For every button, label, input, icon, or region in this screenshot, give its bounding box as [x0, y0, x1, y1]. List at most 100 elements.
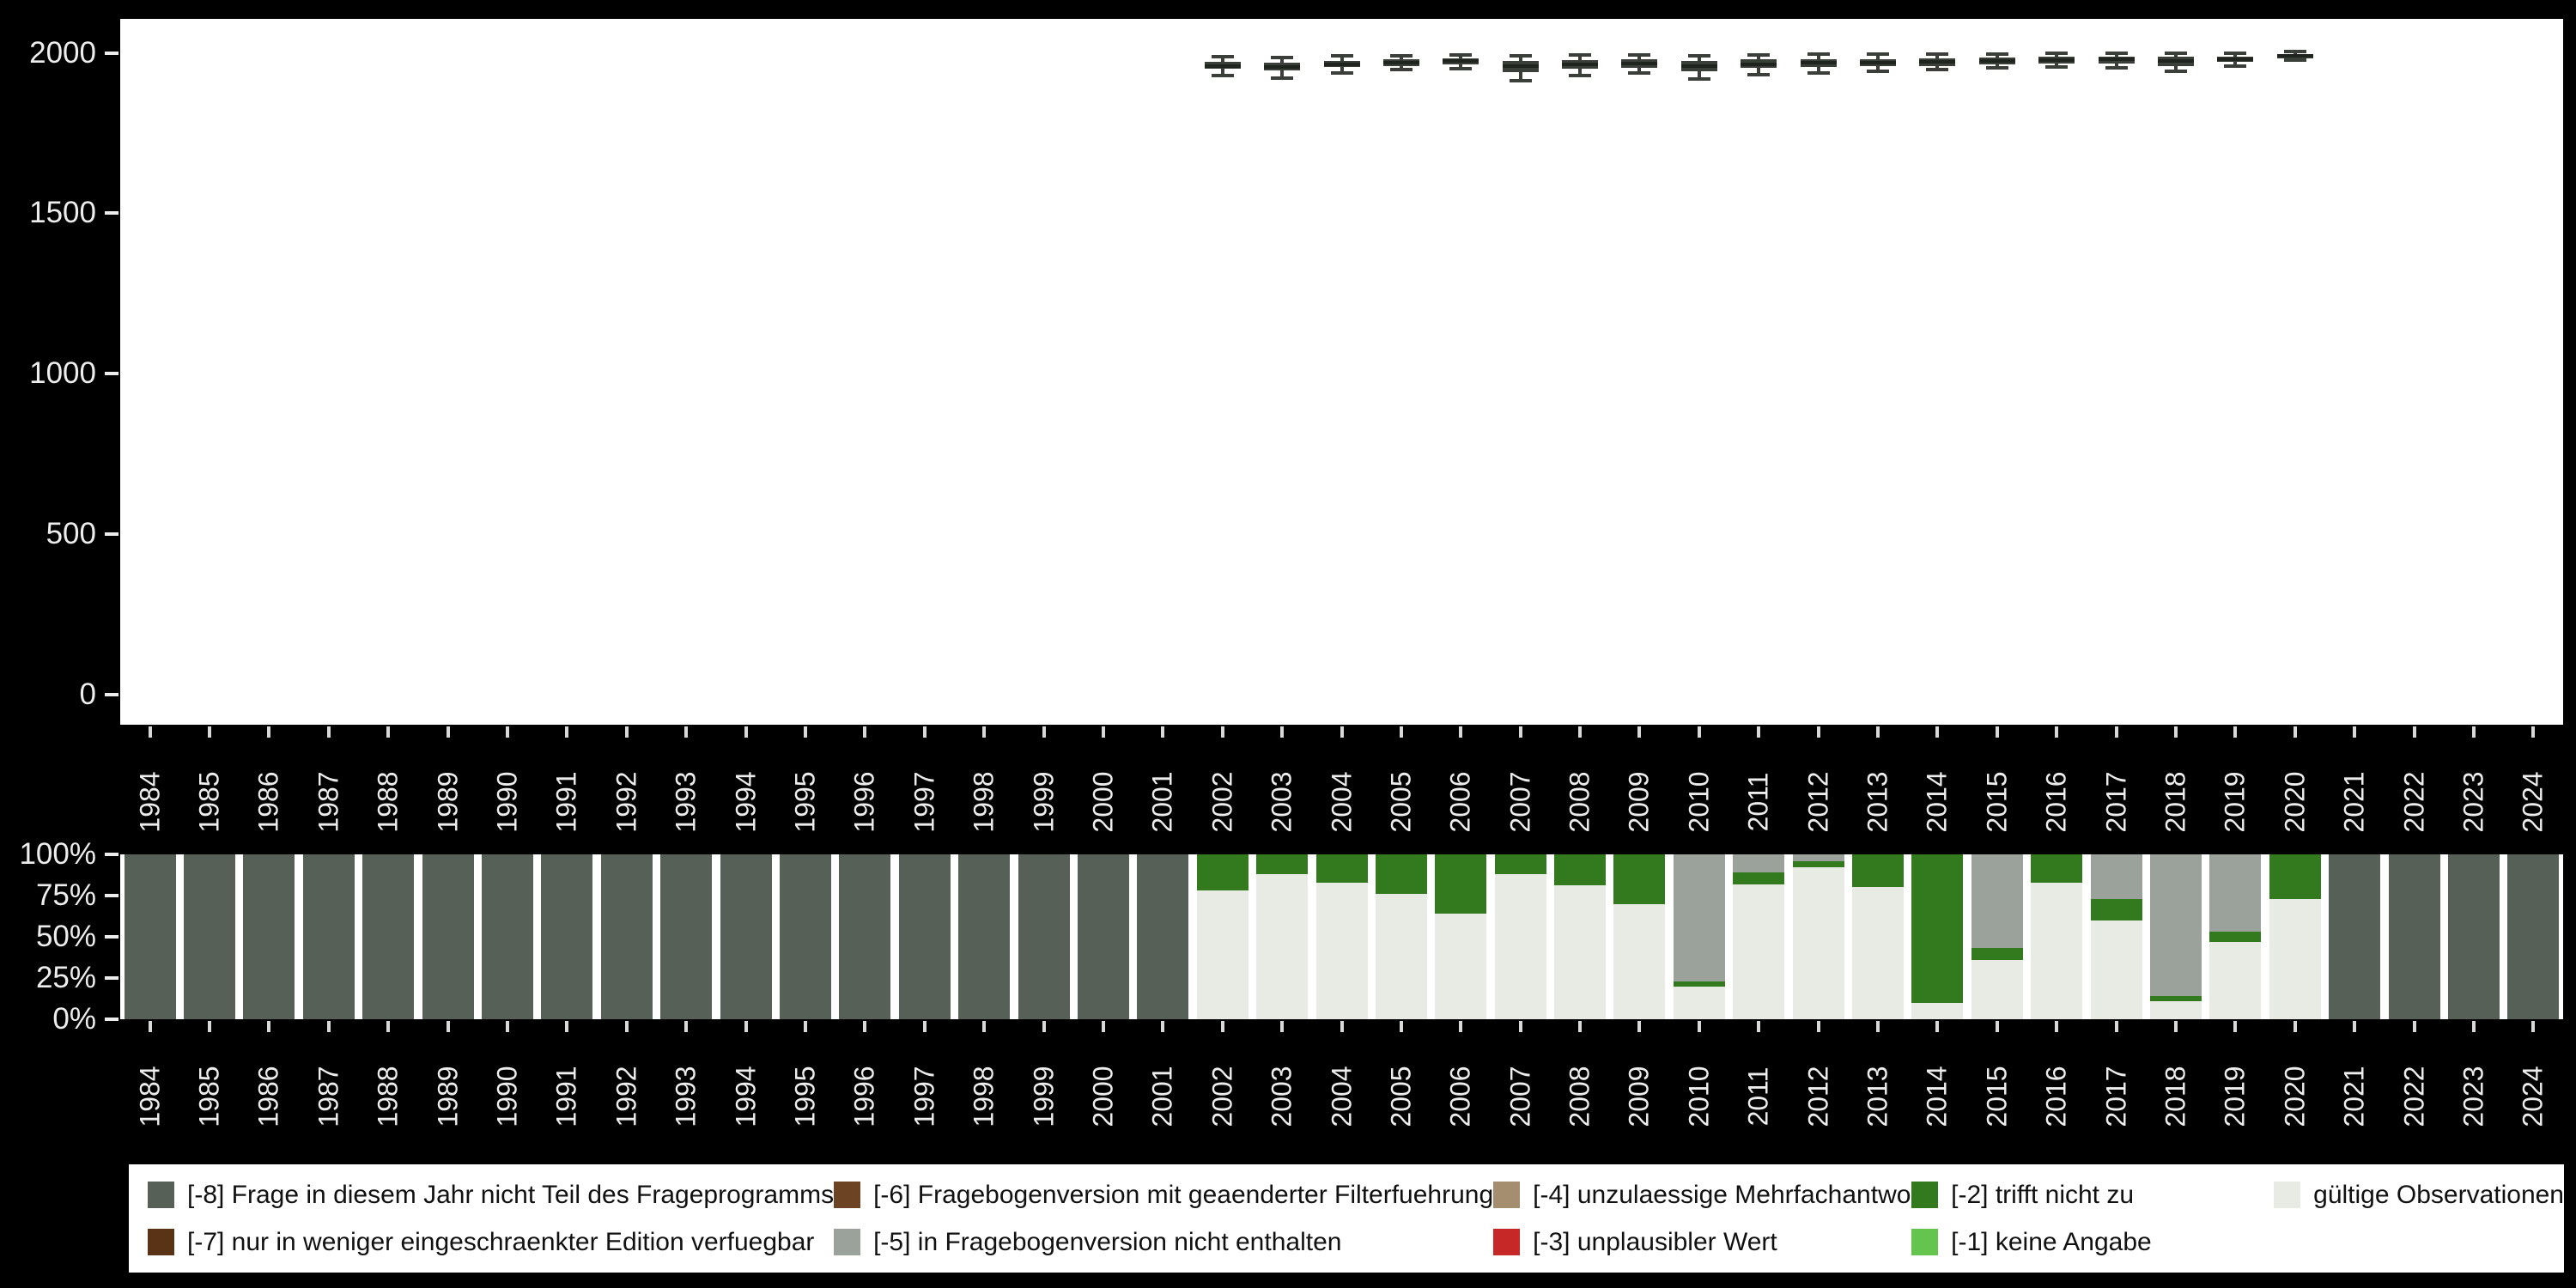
stacked-bar [2329, 854, 2381, 1019]
year-axis-tick-mark [148, 1021, 152, 1032]
bar-segment-valid [2269, 898, 2321, 1019]
year-axis-tick-mark [506, 726, 510, 738]
year-axis-label: 2022 [2398, 1066, 2430, 1127]
bar-segment-valid [1494, 874, 1546, 1019]
year-axis-label: 1992 [611, 1066, 642, 1127]
year-axis-tick-mark [267, 726, 271, 738]
bar-segment--2 [1852, 854, 1904, 888]
year-axis-tick-mark [2531, 726, 2536, 738]
legend-item-label: [-8] Frage in diesem Jahr nicht Teil des… [187, 1180, 835, 1209]
bar-segment-valid [2090, 920, 2142, 1019]
boxplot-median [1264, 64, 1301, 69]
count-axis: 0 500 1000 1500 2000 [0, 19, 120, 725]
boxplot-median [1562, 63, 1599, 67]
year-axis-tick-mark [2233, 726, 2238, 738]
stacked-bar [2209, 854, 2262, 1019]
bar-segment--2 [1435, 854, 1487, 914]
year-axis-label: 1990 [491, 1066, 523, 1127]
boxplot-cap-lower [1330, 70, 1353, 75]
bar-segment-valid [1375, 894, 1427, 1019]
year-axis-label: 1989 [432, 771, 464, 833]
bar-segment--2 [2149, 996, 2202, 1001]
legend-swatch [2274, 1182, 2301, 1208]
year-axis-label: 2017 [2100, 771, 2132, 833]
year-axis-label: 1999 [1028, 1066, 1060, 1127]
boxplot-cap-lower [1867, 69, 1889, 73]
boxplot-median [1323, 62, 1360, 66]
stacked-bar [1077, 854, 1129, 1019]
legend-item: gültige Observationen [2274, 1171, 2564, 1218]
legend-item-label: [-7] nur in weniger eingeschraenkter Edi… [187, 1227, 815, 1256]
percent-axis-tick-label: 25% [35, 961, 96, 994]
stacked-bar [184, 854, 236, 1019]
bar-segment--8 [482, 854, 534, 1019]
year-axis-tick-mark [1637, 726, 1642, 738]
year-axis-tick-mark [1518, 726, 1522, 738]
year-axis-label: 2023 [2458, 1066, 2489, 1127]
bar-segment--2 [2031, 854, 2083, 883]
year-axis-label: 2019 [2219, 771, 2251, 833]
percent-axis-tick-label: 75% [35, 878, 96, 912]
bar-segment--8 [2447, 854, 2500, 1019]
legend-item-label: [-6] Fragebogenversion mit geaenderter F… [873, 1180, 1494, 1209]
year-axis-label: 1998 [968, 1066, 999, 1127]
boxplot-cap-lower [1271, 76, 1294, 80]
year-axis-label: 1994 [730, 771, 762, 833]
bar-segment--2 [1494, 854, 1546, 875]
stacked-bar [2507, 854, 2560, 1019]
year-axis-tick-mark [1220, 726, 1224, 738]
year-axis-label: 2018 [2160, 771, 2191, 833]
percent-axis-tick-mark [105, 853, 118, 856]
boxplot-cap-upper [1807, 52, 1830, 57]
year-axis-label: 1995 [789, 1066, 821, 1127]
boxplot-median [2157, 58, 2194, 63]
bar-segment--8 [1137, 854, 1189, 1019]
year-axis-label: 2023 [2458, 771, 2489, 833]
stacked-bar [1018, 854, 1070, 1019]
year-axis-tick-mark [684, 726, 689, 738]
boxplot-cap-upper [1389, 53, 1413, 58]
year-axis-tick-mark [2531, 1021, 2536, 1032]
year-axis-tick-mark [386, 1021, 391, 1032]
year-axis-label: 1994 [730, 1066, 762, 1127]
boxplot-cap-upper [1628, 52, 1651, 57]
year-axis-tick-mark [1816, 1021, 1820, 1032]
legend-item: [-1] keine Angabe [1911, 1218, 2274, 1266]
year-axis-label: 2021 [2338, 1066, 2370, 1127]
year-axis-tick-mark [1101, 726, 1105, 738]
year-axis-top: 1984 1985 1986 1987 1988 1989 1990 1991 1992 1993… [120, 725, 2563, 855]
year-axis-tick-mark [2233, 1021, 2238, 1032]
bar-segment--5 [2209, 854, 2262, 933]
year-axis-label: 2017 [2100, 1066, 2132, 1127]
bar-segment--2 [1971, 948, 2023, 960]
stacked-bar [302, 854, 355, 1019]
boxplot-cap-upper [1449, 52, 1473, 57]
bar-segment--8 [2329, 854, 2381, 1019]
year-axis-tick-mark [803, 726, 807, 738]
bar-segment-valid [1256, 874, 1309, 1019]
legend-column: [-2] trifft nicht zu [-1] keine Angabe [1911, 1171, 2274, 1266]
year-axis-tick-mark [1280, 726, 1285, 738]
bar-segment--2 [2269, 854, 2321, 899]
boxplot-cap-lower [1569, 74, 1592, 78]
year-axis-label: 2005 [1385, 1066, 1417, 1127]
stacked-bar [124, 854, 176, 1019]
stacked-bar [1494, 854, 1546, 1019]
boxplot-median [1382, 60, 1419, 64]
year-axis-label: 1990 [491, 771, 523, 833]
bar-segment--8 [1077, 854, 1129, 1019]
boxplot-cap-lower [1985, 66, 2008, 70]
year-axis-label: 1987 [313, 771, 344, 833]
stacked-bar-panel [120, 854, 2563, 1019]
legend-column: [-6] Fragebogenversion mit geaenderter F… [834, 1171, 1493, 1266]
percent-axis-tick-mark [105, 976, 118, 980]
bar-segment-valid [1971, 959, 2023, 1019]
legend-swatch [834, 1229, 861, 1255]
year-axis-label: 2018 [2160, 1066, 2191, 1127]
bar-segment--8 [1018, 854, 1070, 1019]
bar-segment--8 [124, 854, 176, 1019]
year-axis-label: 2020 [2279, 1066, 2311, 1127]
bar-segment--5 [1673, 854, 1725, 981]
bar-segment--2 [1554, 854, 1607, 886]
